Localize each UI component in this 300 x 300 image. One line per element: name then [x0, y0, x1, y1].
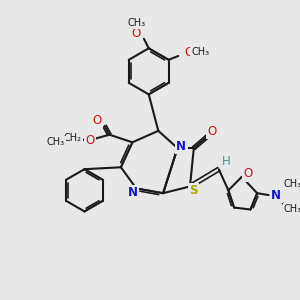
- Text: O: O: [243, 167, 252, 181]
- Text: CH₃: CH₃: [284, 203, 300, 214]
- Text: S: S: [190, 184, 198, 197]
- Text: H: H: [222, 155, 231, 168]
- Text: O: O: [92, 114, 101, 127]
- Text: CH₂: CH₂: [64, 134, 82, 143]
- Text: CH₃: CH₃: [191, 47, 209, 57]
- Text: O: O: [132, 27, 141, 40]
- Text: CH₃: CH₃: [127, 18, 145, 28]
- Text: O: O: [85, 134, 95, 147]
- Text: N: N: [176, 140, 186, 153]
- Text: N: N: [128, 186, 137, 199]
- Text: CH₃: CH₃: [46, 137, 65, 147]
- Text: O: O: [184, 46, 194, 59]
- Text: CH₃: CH₃: [284, 178, 300, 189]
- Text: O: O: [207, 125, 217, 138]
- Text: N: N: [271, 189, 281, 202]
